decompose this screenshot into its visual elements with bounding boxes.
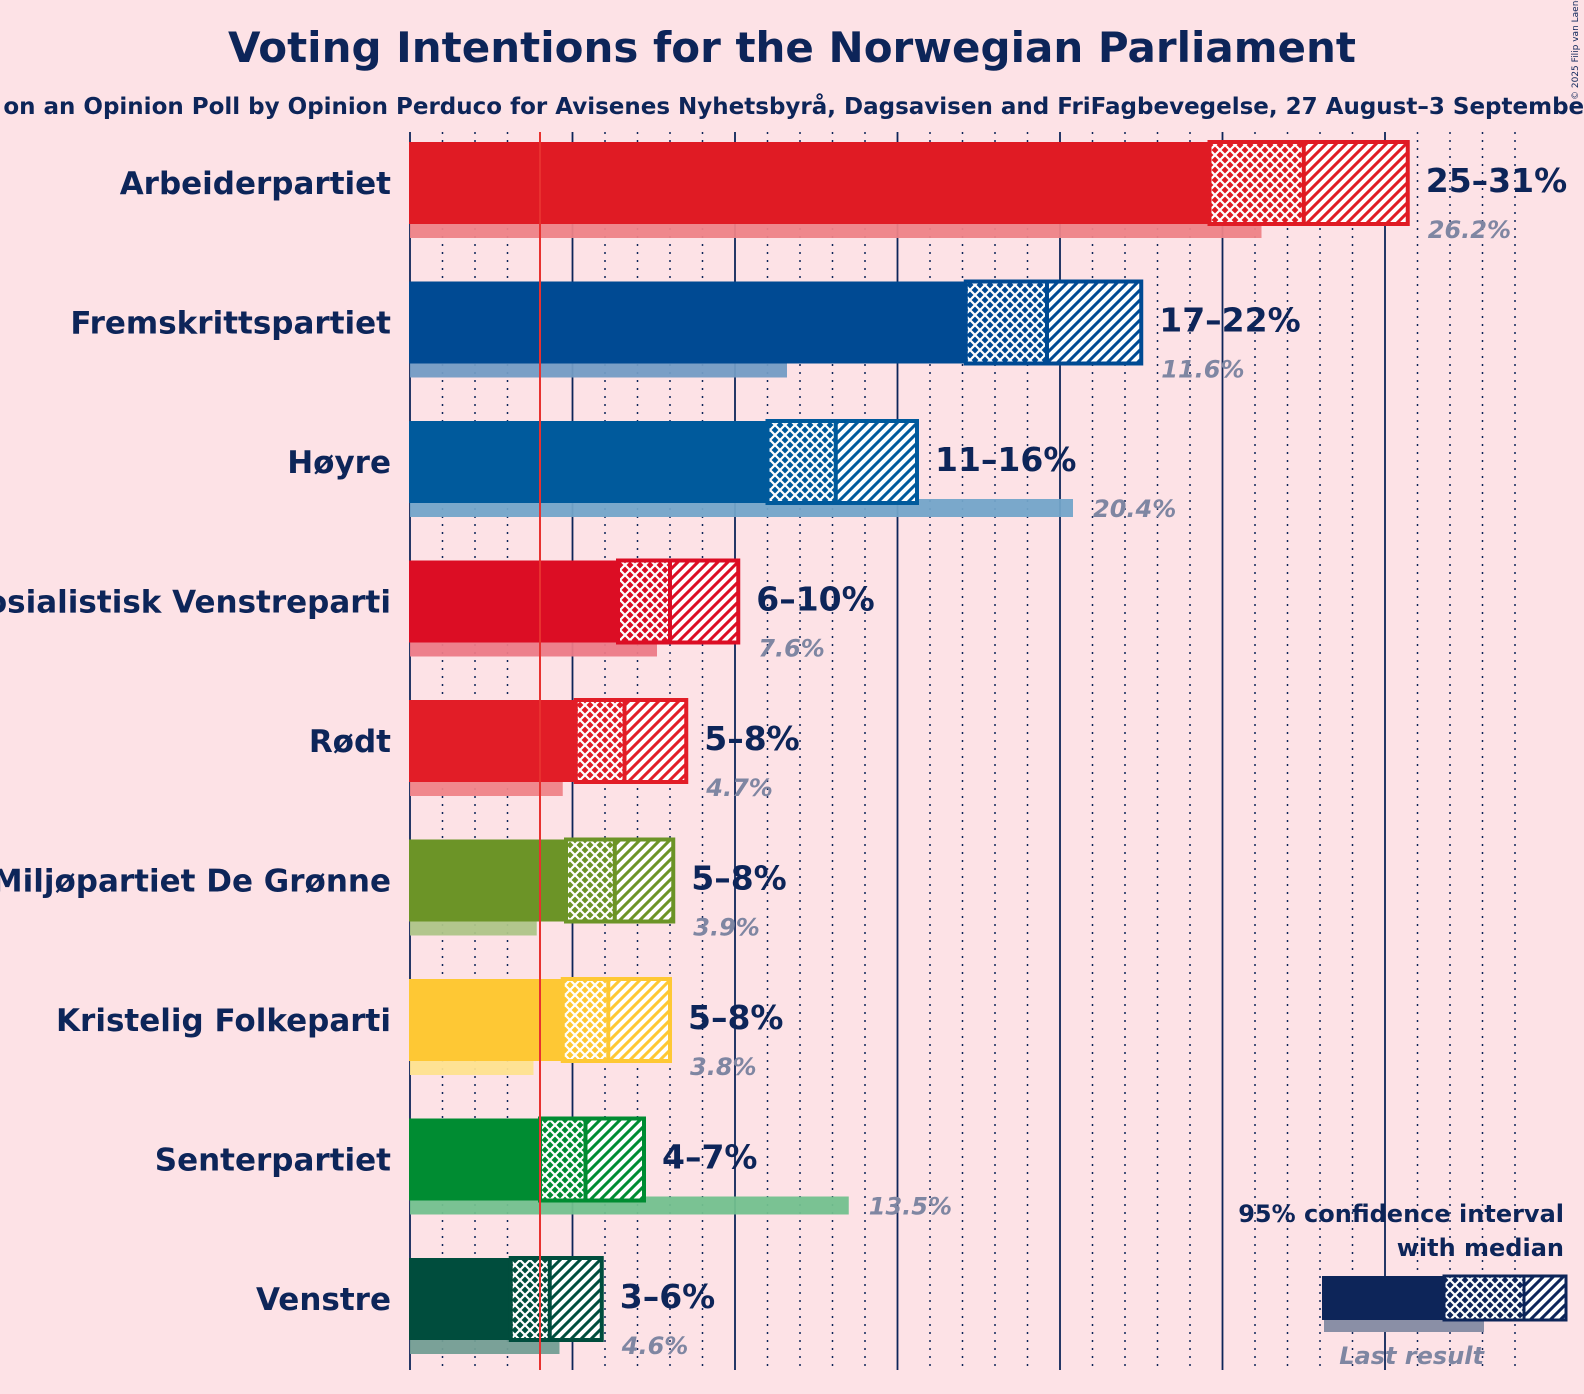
ci-upper-bar: [835, 421, 917, 503]
range-label: 3–6%: [620, 1277, 716, 1316]
range-label: 11–16%: [935, 440, 1076, 479]
ci-upper-bar: [670, 560, 739, 643]
ci-lower-bar: [965, 281, 1047, 364]
last-result-label: 4.7%: [705, 774, 773, 802]
last-result-bar: [410, 1057, 534, 1075]
range-label: 5–8%: [704, 719, 800, 758]
ci-solid-bar: [409, 281, 966, 364]
last-result-bar: [410, 359, 787, 378]
last-result-bar: [410, 220, 1262, 238]
last-result-label: 7.6%: [758, 635, 825, 663]
last-result-bar: [410, 917, 537, 936]
ci-solid-bar: [409, 1118, 540, 1201]
ci-lower-bar: [510, 1258, 550, 1340]
range-label: 25–31%: [1426, 161, 1567, 200]
ci-outline: [616, 558, 741, 645]
ci-lower-bar: [540, 1118, 586, 1201]
last-result-label: 20.4%: [1093, 495, 1176, 523]
ci-lower-bar: [618, 560, 670, 643]
ci-solid-bar: [409, 979, 563, 1061]
ci-outline: [508, 1256, 604, 1342]
ci-solid-bar: [409, 839, 566, 922]
ci-solid-bar: [409, 700, 576, 782]
ci-solid-bar: [409, 421, 768, 503]
party-label: Venstre: [256, 1282, 391, 1318]
legend-hatch-bar: [1522, 1274, 1568, 1322]
last-result-label: 3.9%: [693, 914, 760, 942]
last-result-bar: [410, 1196, 849, 1215]
legend-title-line1: 95% confidence interval: [1238, 1200, 1564, 1228]
party-row: Arbeiderpartiet 25–31% 26.2%: [120, 140, 1567, 244]
last-result-bar: [410, 638, 657, 657]
party-label: Rødt: [309, 724, 391, 760]
party-row: Sosialistisk Venstreparti 6–10% 7.6%: [0, 558, 875, 663]
credit: © 2025 Filip van Laenen: [1571, 0, 1581, 100]
party-label: Høyre: [287, 445, 391, 481]
party-label: Sosialistisk Venstreparti: [0, 585, 391, 621]
ci-lower-bar: [575, 700, 625, 782]
party-row: Senterpartiet 4–7% 13.5%: [155, 1116, 952, 1221]
ci-solid-bar: [409, 1258, 511, 1340]
ci-upper-bar: [608, 979, 670, 1061]
range-label: 17–22%: [1159, 301, 1300, 340]
last-result-label: 3.8%: [690, 1053, 757, 1081]
ci-upper-bar: [1303, 142, 1408, 224]
party-row: Fremskrittspartiet 17–22% 11.6%: [70, 279, 1301, 384]
range-label: 6–10%: [756, 580, 874, 619]
ci-upper-bar: [585, 1118, 644, 1201]
party-row: Venstre 3–6% 4.6%: [256, 1256, 716, 1360]
chart-subtitle: Based on an Opinion Poll by Opinion Perd…: [0, 93, 1584, 120]
party-row: Rødt 5–8% 4.7%: [309, 698, 800, 802]
party-label: Senterpartiet: [155, 1143, 391, 1179]
range-label: 5–8%: [691, 859, 787, 898]
last-result-label: 26.2%: [1428, 216, 1511, 244]
party-row: Kristelig Folkeparti 5–8% 3.8%: [56, 977, 784, 1081]
legend: 95% confidence interval with median Last…: [1238, 1200, 1568, 1370]
ci-lower-bar: [1209, 142, 1304, 224]
ci-upper-bar: [1047, 281, 1142, 364]
range-label: 4–7%: [662, 1138, 758, 1177]
ci-outline: [560, 977, 672, 1063]
ci-lower-bar: [566, 839, 615, 922]
ci-outline: [573, 698, 689, 784]
party-row: Høyre 11–16% 20.4%: [287, 419, 1176, 523]
ci-outline: [963, 279, 1144, 366]
legend-title-line2: with median: [1397, 1234, 1564, 1262]
last-result-label: 13.5%: [869, 1193, 952, 1221]
party-label: Miljøpartiet De Grønne: [0, 864, 391, 900]
ci-outline: [1207, 140, 1410, 226]
ci-lower-bar: [767, 421, 836, 503]
ci-outline: [564, 837, 676, 924]
last-result-label: 11.6%: [1161, 356, 1244, 384]
ci-solid-bar: [409, 142, 1210, 224]
ci-outline: [765, 419, 919, 505]
party-label: Kristelig Folkeparti: [56, 1003, 391, 1039]
party-label: Arbeiderpartiet: [120, 166, 391, 202]
ci-upper-bar: [624, 700, 687, 782]
ci-upper-bar: [549, 1258, 602, 1340]
ci-upper-bar: [614, 839, 674, 922]
range-label: 5–8%: [688, 998, 784, 1037]
last-result-bar: [410, 778, 563, 796]
party-label: Fremskrittspartiet: [70, 306, 391, 342]
party-row: Miljøpartiet De Grønne 5–8% 3.9%: [0, 837, 787, 942]
ci-solid-bar: [409, 560, 618, 643]
ci-lower-bar: [562, 979, 609, 1061]
chart-title: Voting Intentions for the Norwegian Parl…: [228, 23, 1356, 72]
legend-last-result-label: Last result: [1339, 1342, 1485, 1370]
legend-solid-bar: [1322, 1276, 1444, 1320]
last-result-label: 4.6%: [621, 1332, 689, 1360]
plot-area: Arbeiderpartiet 25–31% 26.2% Fremskrittspar…: [0, 132, 1567, 1370]
legend-crosshatch-bar: [1442, 1274, 1526, 1322]
